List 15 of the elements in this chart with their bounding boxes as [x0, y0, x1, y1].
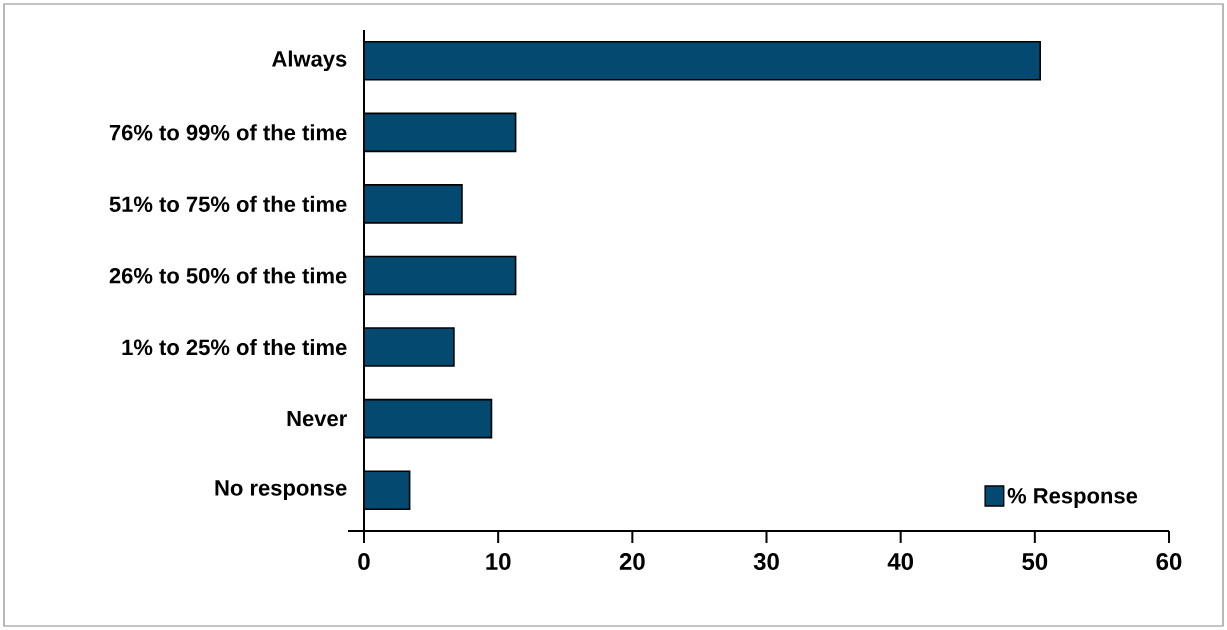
x-tick-label: 40	[887, 553, 914, 571]
y-tick-label: 51% to 75% of the time	[109, 195, 347, 212]
x-tick-label: 0	[358, 553, 370, 571]
y-tick-label: No response	[215, 480, 347, 501]
x-tick-label: 60	[1156, 553, 1182, 571]
y-tick-label: 1% to 25% of the time	[122, 338, 347, 356]
x-tick-label: 20	[619, 553, 645, 571]
y-tick-label: 76% to 99% of the time	[109, 124, 347, 141]
x-tick-label: 50	[1022, 553, 1048, 571]
x-tick-label: 10	[486, 553, 511, 571]
x-tick-label: 30	[753, 553, 779, 571]
legend-label: % Response	[1007, 488, 1138, 508]
y-tick-label: Never	[287, 410, 347, 427]
y-tick-label: Always	[272, 50, 347, 72]
y-tick-label: 26% to 50% of the time	[109, 267, 347, 284]
